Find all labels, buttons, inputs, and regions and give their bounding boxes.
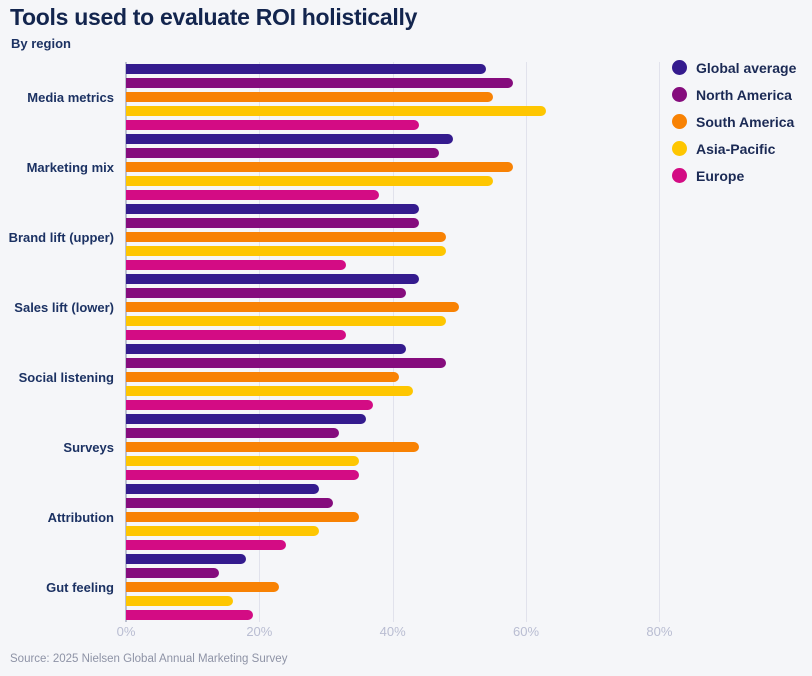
- bar[interactable]: [126, 400, 373, 410]
- legend-label: Asia-Pacific: [696, 140, 776, 157]
- chart-rows: Media metrics Marketing mix Brand lift (up…: [0, 62, 812, 622]
- x-tick-label: 80%: [646, 624, 673, 639]
- y-axis-line: [125, 62, 127, 622]
- legend-label: Europe: [696, 167, 745, 184]
- bar-group: [126, 414, 812, 480]
- bar-group: [126, 484, 812, 550]
- bar[interactable]: [126, 372, 400, 382]
- x-tick-label: 20%: [246, 624, 273, 639]
- category-label: Sales lift (lower): [14, 299, 114, 315]
- category-row: Sales lift (lower): [0, 272, 812, 342]
- category-row: Brand lift (upper): [0, 202, 812, 272]
- legend-dot-icon: [672, 60, 687, 75]
- category-label: Media metrics: [27, 89, 114, 105]
- bar-group: [126, 274, 812, 340]
- bar[interactable]: [126, 428, 340, 438]
- bar[interactable]: [126, 596, 233, 606]
- bar[interactable]: [126, 358, 447, 368]
- bar-group: [126, 344, 812, 410]
- source-note: Source: 2025 Nielsen Global Annual Marke…: [10, 653, 288, 665]
- bar[interactable]: [126, 218, 420, 228]
- bar[interactable]: [126, 106, 547, 116]
- bar[interactable]: [126, 484, 320, 494]
- bar[interactable]: [126, 246, 447, 256]
- bar[interactable]: [126, 554, 246, 564]
- category-row: Marketing mix: [0, 132, 812, 202]
- bar[interactable]: [126, 204, 420, 214]
- bar-chart: Media metrics Marketing mix Brand lift (up…: [0, 62, 812, 622]
- bar[interactable]: [126, 470, 360, 480]
- bar[interactable]: [126, 260, 347, 270]
- category-label: Marketing mix: [26, 159, 114, 175]
- gridline-80%: [659, 62, 661, 622]
- bar[interactable]: [126, 64, 487, 74]
- legend-label: Global average: [696, 59, 797, 76]
- category-label: Brand lift (upper): [8, 229, 114, 245]
- legend-label: North America: [696, 86, 792, 103]
- x-tick-label: 60%: [513, 624, 540, 639]
- gridline-20%: [259, 62, 261, 622]
- bar-group: [126, 204, 812, 270]
- legend-dot-icon: [672, 168, 687, 183]
- category-label: Attribution: [47, 509, 114, 525]
- category-label: Social listening: [18, 369, 114, 385]
- legend-item[interactable]: Asia-Pacific: [672, 135, 800, 162]
- bar[interactable]: [126, 316, 447, 326]
- bar[interactable]: [126, 526, 320, 536]
- legend-dot-icon: [672, 114, 687, 129]
- bar[interactable]: [126, 176, 493, 186]
- bar[interactable]: [126, 498, 333, 508]
- bar[interactable]: [126, 162, 513, 172]
- legend-item[interactable]: North America: [672, 81, 800, 108]
- legend-item[interactable]: Global average: [672, 54, 800, 81]
- x-tick-label: 40%: [379, 624, 406, 639]
- bar[interactable]: [126, 78, 513, 88]
- chart-subtitle: By region: [11, 36, 71, 51]
- x-axis: 0% 20% 40% 60% 80%: [117, 624, 812, 642]
- bar[interactable]: [126, 512, 360, 522]
- bar[interactable]: [126, 344, 407, 354]
- legend: Global average North America South America…: [672, 54, 800, 189]
- bar[interactable]: [126, 540, 287, 550]
- grid-layer: [125, 62, 812, 622]
- category-row: Surveys: [0, 412, 812, 482]
- bar[interactable]: [126, 92, 493, 102]
- legend-dot-icon: [672, 141, 687, 156]
- legend-dot-icon: [672, 87, 687, 102]
- category-row: Attribution: [0, 482, 812, 552]
- bar[interactable]: [126, 190, 380, 200]
- bar[interactable]: [126, 582, 280, 592]
- bar[interactable]: [126, 610, 253, 620]
- legend-item[interactable]: Europe: [672, 162, 800, 189]
- bar[interactable]: [126, 568, 220, 578]
- chart-title: Tools used to evaluate ROI holistically: [10, 4, 418, 30]
- category-label: Gut feeling: [46, 579, 114, 595]
- gridline-40%: [392, 62, 394, 622]
- legend-item[interactable]: South America: [672, 108, 800, 135]
- category-row: Social listening: [0, 342, 812, 412]
- bar[interactable]: [126, 274, 420, 284]
- bar-group: [126, 554, 812, 620]
- x-tick-label: 0%: [116, 624, 136, 639]
- bar[interactable]: [126, 414, 367, 424]
- bar-group: [126, 64, 812, 130]
- bar[interactable]: [126, 386, 413, 396]
- legend-label: South America: [696, 113, 795, 130]
- category-row: Gut feeling: [0, 552, 812, 622]
- bar[interactable]: [126, 288, 407, 298]
- bar[interactable]: [126, 148, 440, 158]
- bar[interactable]: [126, 134, 453, 144]
- bar[interactable]: [126, 330, 347, 340]
- gridline-60%: [526, 62, 528, 622]
- bar[interactable]: [126, 456, 360, 466]
- bar[interactable]: [126, 302, 460, 312]
- category-label: Surveys: [63, 439, 114, 455]
- bar[interactable]: [126, 442, 420, 452]
- bar[interactable]: [126, 232, 447, 242]
- category-row: Media metrics: [0, 62, 812, 132]
- bar[interactable]: [126, 120, 420, 130]
- bar-group: [126, 134, 812, 200]
